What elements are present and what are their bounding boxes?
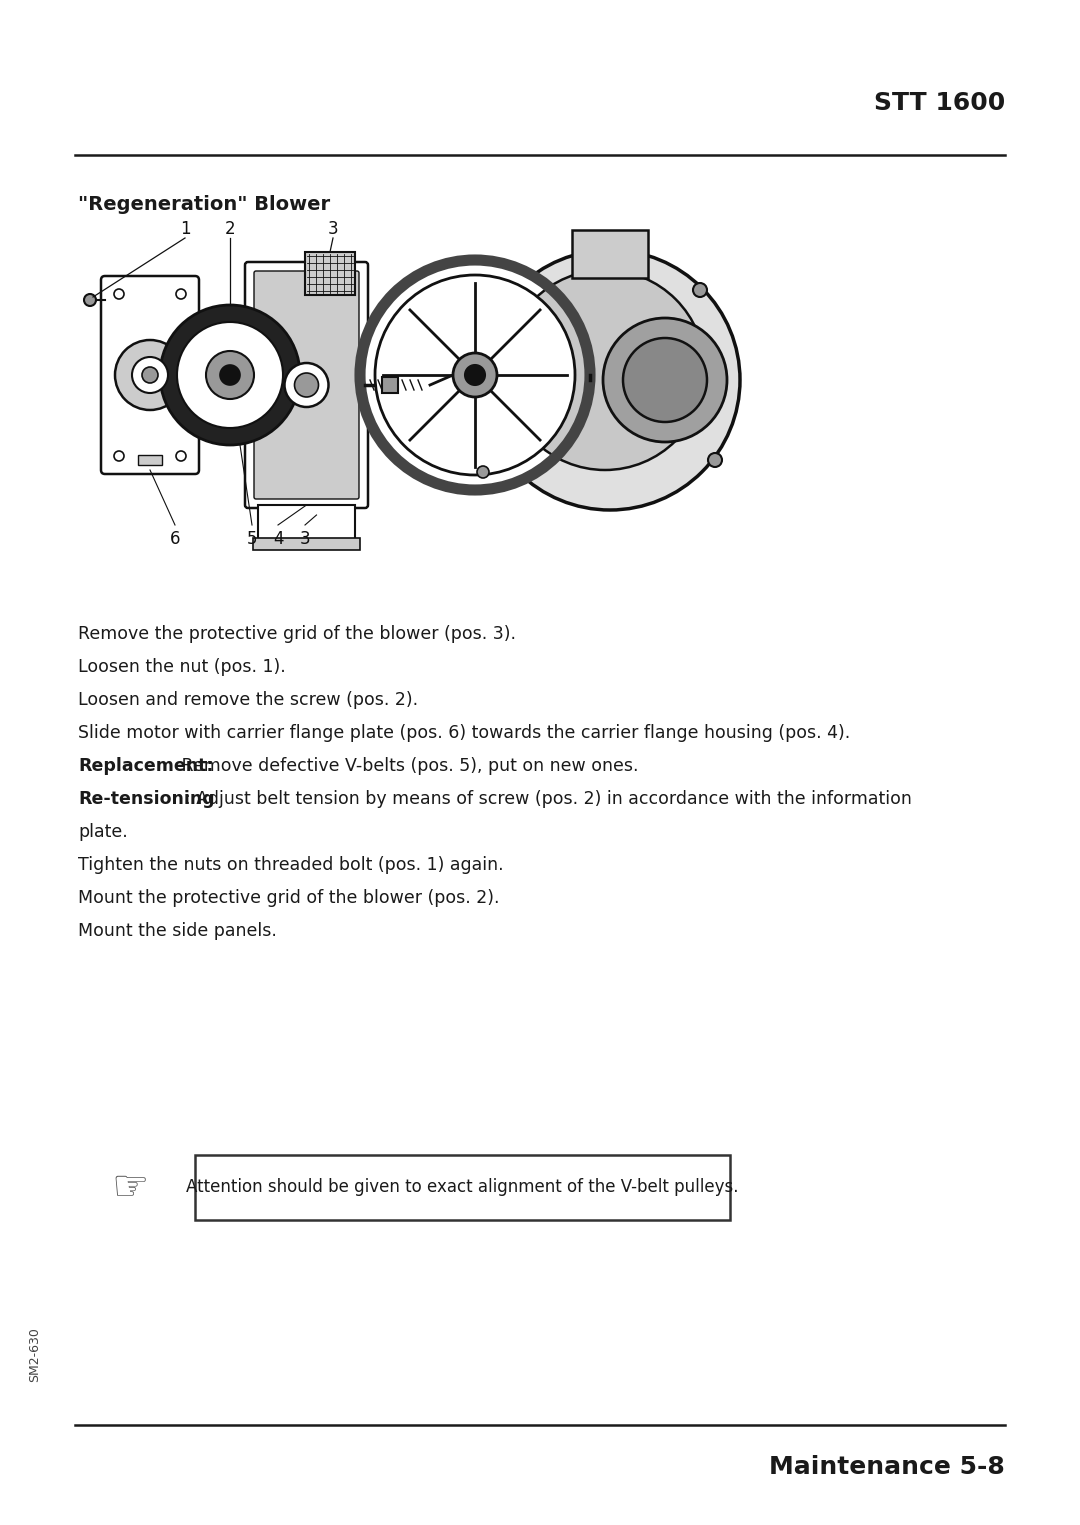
Circle shape [141,368,158,383]
Circle shape [177,322,283,429]
FancyBboxPatch shape [245,262,368,508]
Text: Maintenance 5-8: Maintenance 5-8 [769,1455,1005,1479]
Text: Attention should be given to exact alignment of the V-belt pulleys.: Attention should be given to exact align… [186,1179,739,1197]
FancyBboxPatch shape [102,276,199,474]
Circle shape [465,364,485,384]
Text: Mount the protective grid of the blower (pos. 2).: Mount the protective grid of the blower … [78,889,499,907]
Circle shape [176,290,186,299]
Circle shape [453,352,497,396]
Circle shape [114,451,124,461]
Circle shape [114,290,124,299]
Bar [138,454,162,465]
Circle shape [284,363,328,407]
Text: Mount the side panels.: Mount the side panels. [78,923,276,939]
Bar [572,230,648,278]
Text: Tighten the nuts on threaded bolt (pos. 1) again.: Tighten the nuts on threaded bolt (pos. … [78,856,503,874]
Text: Remove the protective grid of the blower (pos. 3).: Remove the protective grid of the blower… [78,625,516,644]
Bar [382,377,399,393]
Text: 1: 1 [179,220,190,238]
Text: Loosen and remove the screw (pos. 2).: Loosen and remove the screw (pos. 2). [78,691,418,709]
Text: Slide motor with carrier flange plate (pos. 6) towards the carrier flange housin: Slide motor with carrier flange plate (p… [78,724,850,743]
Circle shape [603,319,727,442]
Bar [253,538,360,551]
Text: SM2-630: SM2-630 [28,1328,41,1383]
Text: 3: 3 [299,531,310,547]
Circle shape [480,250,740,509]
Text: 3: 3 [327,220,338,238]
Text: STT 1600: STT 1600 [874,92,1005,114]
Text: 4: 4 [273,531,283,547]
Circle shape [84,294,96,307]
Text: plate.: plate. [78,824,127,840]
Circle shape [206,351,254,400]
Text: Loosen the nut (pos. 1).: Loosen the nut (pos. 1). [78,657,286,676]
Circle shape [132,357,168,393]
Circle shape [220,364,240,384]
Bar [195,1154,730,1220]
Text: 5: 5 [246,531,257,547]
Text: 6: 6 [170,531,180,547]
Circle shape [477,467,489,477]
Circle shape [176,451,186,461]
Text: Re-tensioning: Re-tensioning [78,790,215,808]
Circle shape [114,340,185,410]
Circle shape [708,453,723,467]
Text: : Adjust belt tension by means of screw (pos. 2) in accordance with the informat: : Adjust belt tension by means of screw … [185,790,912,808]
Text: ☞: ☞ [111,1167,149,1208]
Circle shape [295,374,319,396]
Circle shape [693,284,707,297]
Bar [258,505,355,540]
Circle shape [505,270,705,470]
Bar [305,252,355,294]
Circle shape [160,305,300,445]
Text: "Regeneration" Blower: "Regeneration" Blower [78,195,330,214]
Circle shape [375,274,575,474]
Circle shape [623,339,707,422]
Text: Replacement:: Replacement: [78,756,214,775]
Text: Remove defective V-belts (pos. 5), put on new ones.: Remove defective V-belts (pos. 5), put o… [176,756,639,775]
Circle shape [360,259,590,490]
Text: 2: 2 [225,220,235,238]
FancyBboxPatch shape [254,271,359,499]
